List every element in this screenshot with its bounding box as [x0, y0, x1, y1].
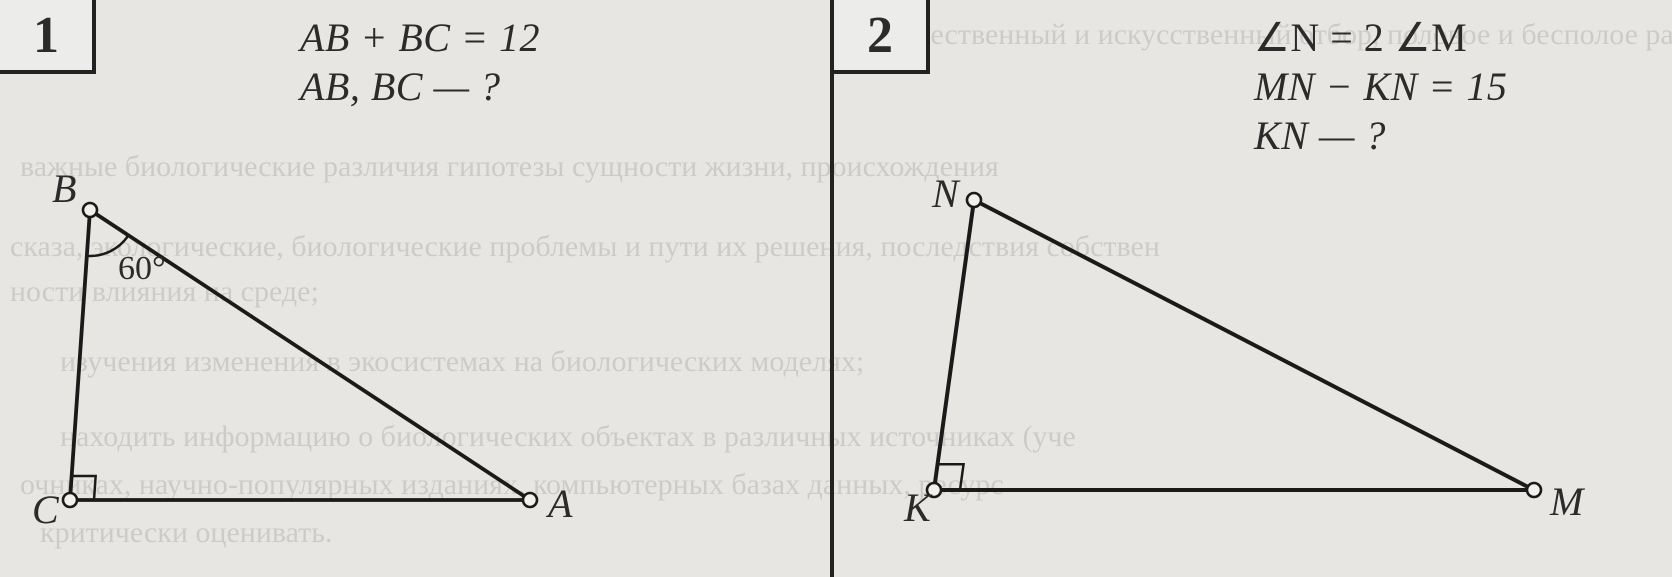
vertex-label-N: N	[932, 170, 959, 217]
problem-1-panel: 1 AB + BC = 12 AB, BC — ? A B C 60°	[0, 0, 830, 577]
problem-number: 1	[33, 6, 59, 65]
given-line: ∠N = 2 ∠M	[1254, 14, 1507, 63]
problem-2-panel: 2 ∠N = 2 ∠M MN − KN = 15 KN — ? N K M	[830, 0, 1672, 577]
problem-number-box: 1	[0, 0, 96, 74]
problem-number: 2	[867, 6, 893, 65]
given-line: AB + BC = 12	[300, 14, 540, 63]
triangle-1-svg	[30, 170, 590, 550]
vertex-label-C: C	[32, 486, 59, 533]
vertex-label-M: M	[1550, 478, 1583, 525]
vertex-label-A: A	[548, 480, 572, 527]
given-line: MN − KN = 15	[1254, 63, 1507, 112]
problem-number-box: 2	[834, 0, 930, 74]
triangle-2-svg	[894, 170, 1614, 550]
problem-2-givens: ∠N = 2 ∠M MN − KN = 15 KN — ?	[1254, 14, 1507, 160]
given-line: KN — ?	[1254, 112, 1507, 161]
problem-1-givens: AB + BC = 12 AB, BC — ?	[300, 14, 540, 112]
vertex-label-B: B	[52, 165, 76, 212]
vertex-label-K: K	[904, 484, 931, 531]
page: естественный и искусственный отбор, поло…	[0, 0, 1672, 577]
given-line: AB, BC — ?	[300, 63, 540, 112]
angle-label-B: 60°	[118, 250, 166, 288]
